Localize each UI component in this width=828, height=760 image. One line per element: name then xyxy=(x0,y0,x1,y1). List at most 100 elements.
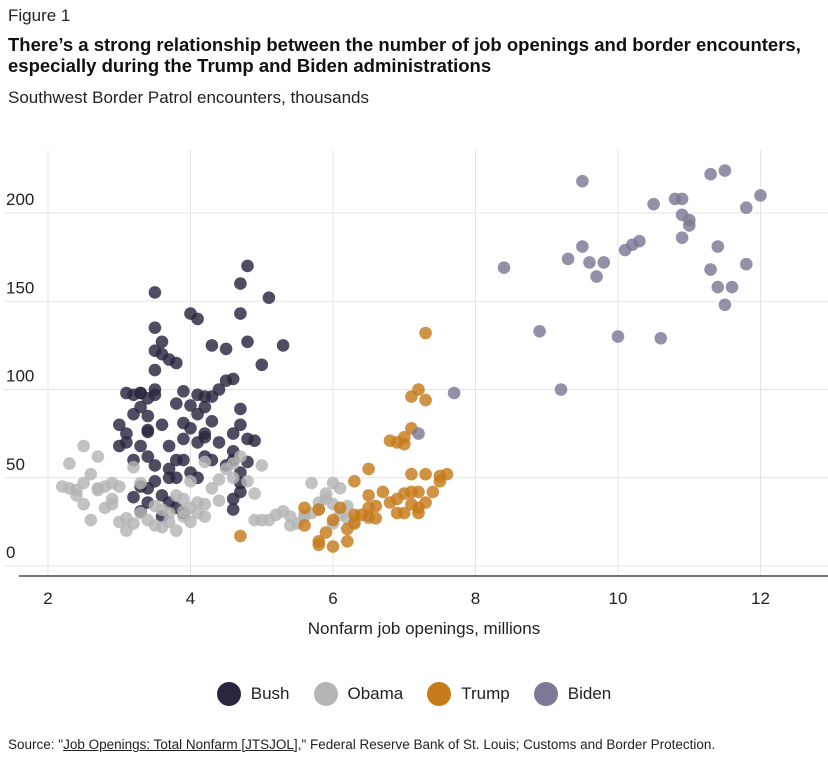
data-point xyxy=(633,234,646,248)
data-point xyxy=(326,513,340,527)
data-point xyxy=(398,437,411,451)
data-point xyxy=(298,519,311,532)
data-point xyxy=(419,467,432,481)
data-point xyxy=(241,335,254,349)
data-point xyxy=(718,298,732,312)
data-point xyxy=(447,386,461,400)
y-tick-label: 200 xyxy=(6,190,34,209)
data-point xyxy=(184,422,197,435)
data-point xyxy=(148,363,162,377)
data-point xyxy=(675,231,689,244)
data-point xyxy=(219,342,233,356)
data-point xyxy=(234,277,247,290)
series-trump xyxy=(234,326,454,553)
legend-swatch xyxy=(216,682,241,706)
data-points xyxy=(56,164,767,553)
source-note: Source: "Job Openings: Total Nonfarm [JT… xyxy=(8,737,715,752)
data-point xyxy=(127,517,140,530)
data-point xyxy=(440,467,454,481)
data-point xyxy=(198,390,212,403)
data-point xyxy=(155,347,169,361)
data-point xyxy=(155,418,169,432)
x-tick-label: 8 xyxy=(471,589,480,608)
data-point xyxy=(305,476,318,490)
data-point xyxy=(198,455,212,469)
legend-item-bush: Bush xyxy=(216,682,290,706)
data-point xyxy=(226,372,240,386)
data-point xyxy=(184,475,197,488)
data-point xyxy=(369,512,383,525)
data-point xyxy=(191,407,204,421)
data-point xyxy=(248,487,261,500)
source-link[interactable]: Job Openings: Total Nonfarm [JTSJOL] xyxy=(63,737,298,752)
data-point xyxy=(162,515,176,529)
data-point xyxy=(683,219,696,232)
data-point xyxy=(319,487,333,500)
data-point xyxy=(226,427,240,440)
data-point xyxy=(162,471,176,485)
data-point xyxy=(262,291,276,305)
data-point xyxy=(141,425,155,439)
data-point xyxy=(362,489,375,502)
data-point xyxy=(725,280,739,294)
data-point xyxy=(597,256,611,269)
legend-label: Biden xyxy=(567,684,612,703)
data-point xyxy=(226,492,240,506)
legend-label: Trump xyxy=(461,684,510,703)
data-point xyxy=(319,526,333,539)
data-point xyxy=(148,383,162,396)
data-point xyxy=(77,439,90,453)
data-point xyxy=(134,386,147,400)
data-point xyxy=(84,513,98,527)
legend-swatch xyxy=(313,682,338,706)
data-point xyxy=(170,397,183,410)
data-point xyxy=(412,485,425,499)
data-point xyxy=(134,476,147,490)
legend-label: Obama xyxy=(347,684,404,703)
data-point xyxy=(576,174,589,188)
data-point xyxy=(740,257,753,271)
y-tick-label: 100 xyxy=(6,367,34,386)
data-point xyxy=(711,280,725,294)
data-point xyxy=(113,439,126,453)
data-point xyxy=(198,497,212,511)
data-point xyxy=(162,462,176,476)
data-point xyxy=(255,459,269,472)
data-point xyxy=(177,385,190,398)
figure-label: Figure 1 xyxy=(8,6,71,25)
data-point xyxy=(711,240,725,253)
data-point xyxy=(390,506,404,520)
legend-item-obama: Obama xyxy=(313,682,404,706)
data-point xyxy=(583,256,596,269)
data-point xyxy=(412,506,425,520)
legend-item-trump: Trump xyxy=(427,682,510,706)
data-point xyxy=(91,482,105,495)
data-point xyxy=(141,409,155,423)
data-point xyxy=(419,393,432,407)
data-point xyxy=(226,471,240,485)
data-point xyxy=(234,307,247,320)
data-point xyxy=(155,335,169,349)
data-point xyxy=(497,261,511,275)
data-point xyxy=(177,432,190,446)
data-point xyxy=(405,497,418,511)
y-tick-label: 0 xyxy=(6,543,15,562)
x-tick-label: 4 xyxy=(186,589,195,608)
x-tick-label: 10 xyxy=(609,589,628,608)
data-point xyxy=(70,489,83,502)
data-point xyxy=(113,480,126,493)
data-point xyxy=(426,485,440,499)
data-point xyxy=(198,510,212,523)
data-point xyxy=(241,475,254,488)
source-suffix: ," Federal Reserve Bank of St. Louis; Cu… xyxy=(297,737,716,752)
x-tick-label: 12 xyxy=(751,589,770,608)
data-point xyxy=(148,499,162,513)
data-point xyxy=(77,497,90,511)
data-point xyxy=(84,467,98,481)
data-point xyxy=(647,197,660,211)
chart-subtitle: Southwest Border Patrol encounters, thou… xyxy=(8,88,369,107)
data-point xyxy=(312,503,326,516)
data-point xyxy=(333,501,347,515)
legend-item-biden: Biden xyxy=(533,682,612,706)
y-tick-label: 50 xyxy=(6,455,25,474)
